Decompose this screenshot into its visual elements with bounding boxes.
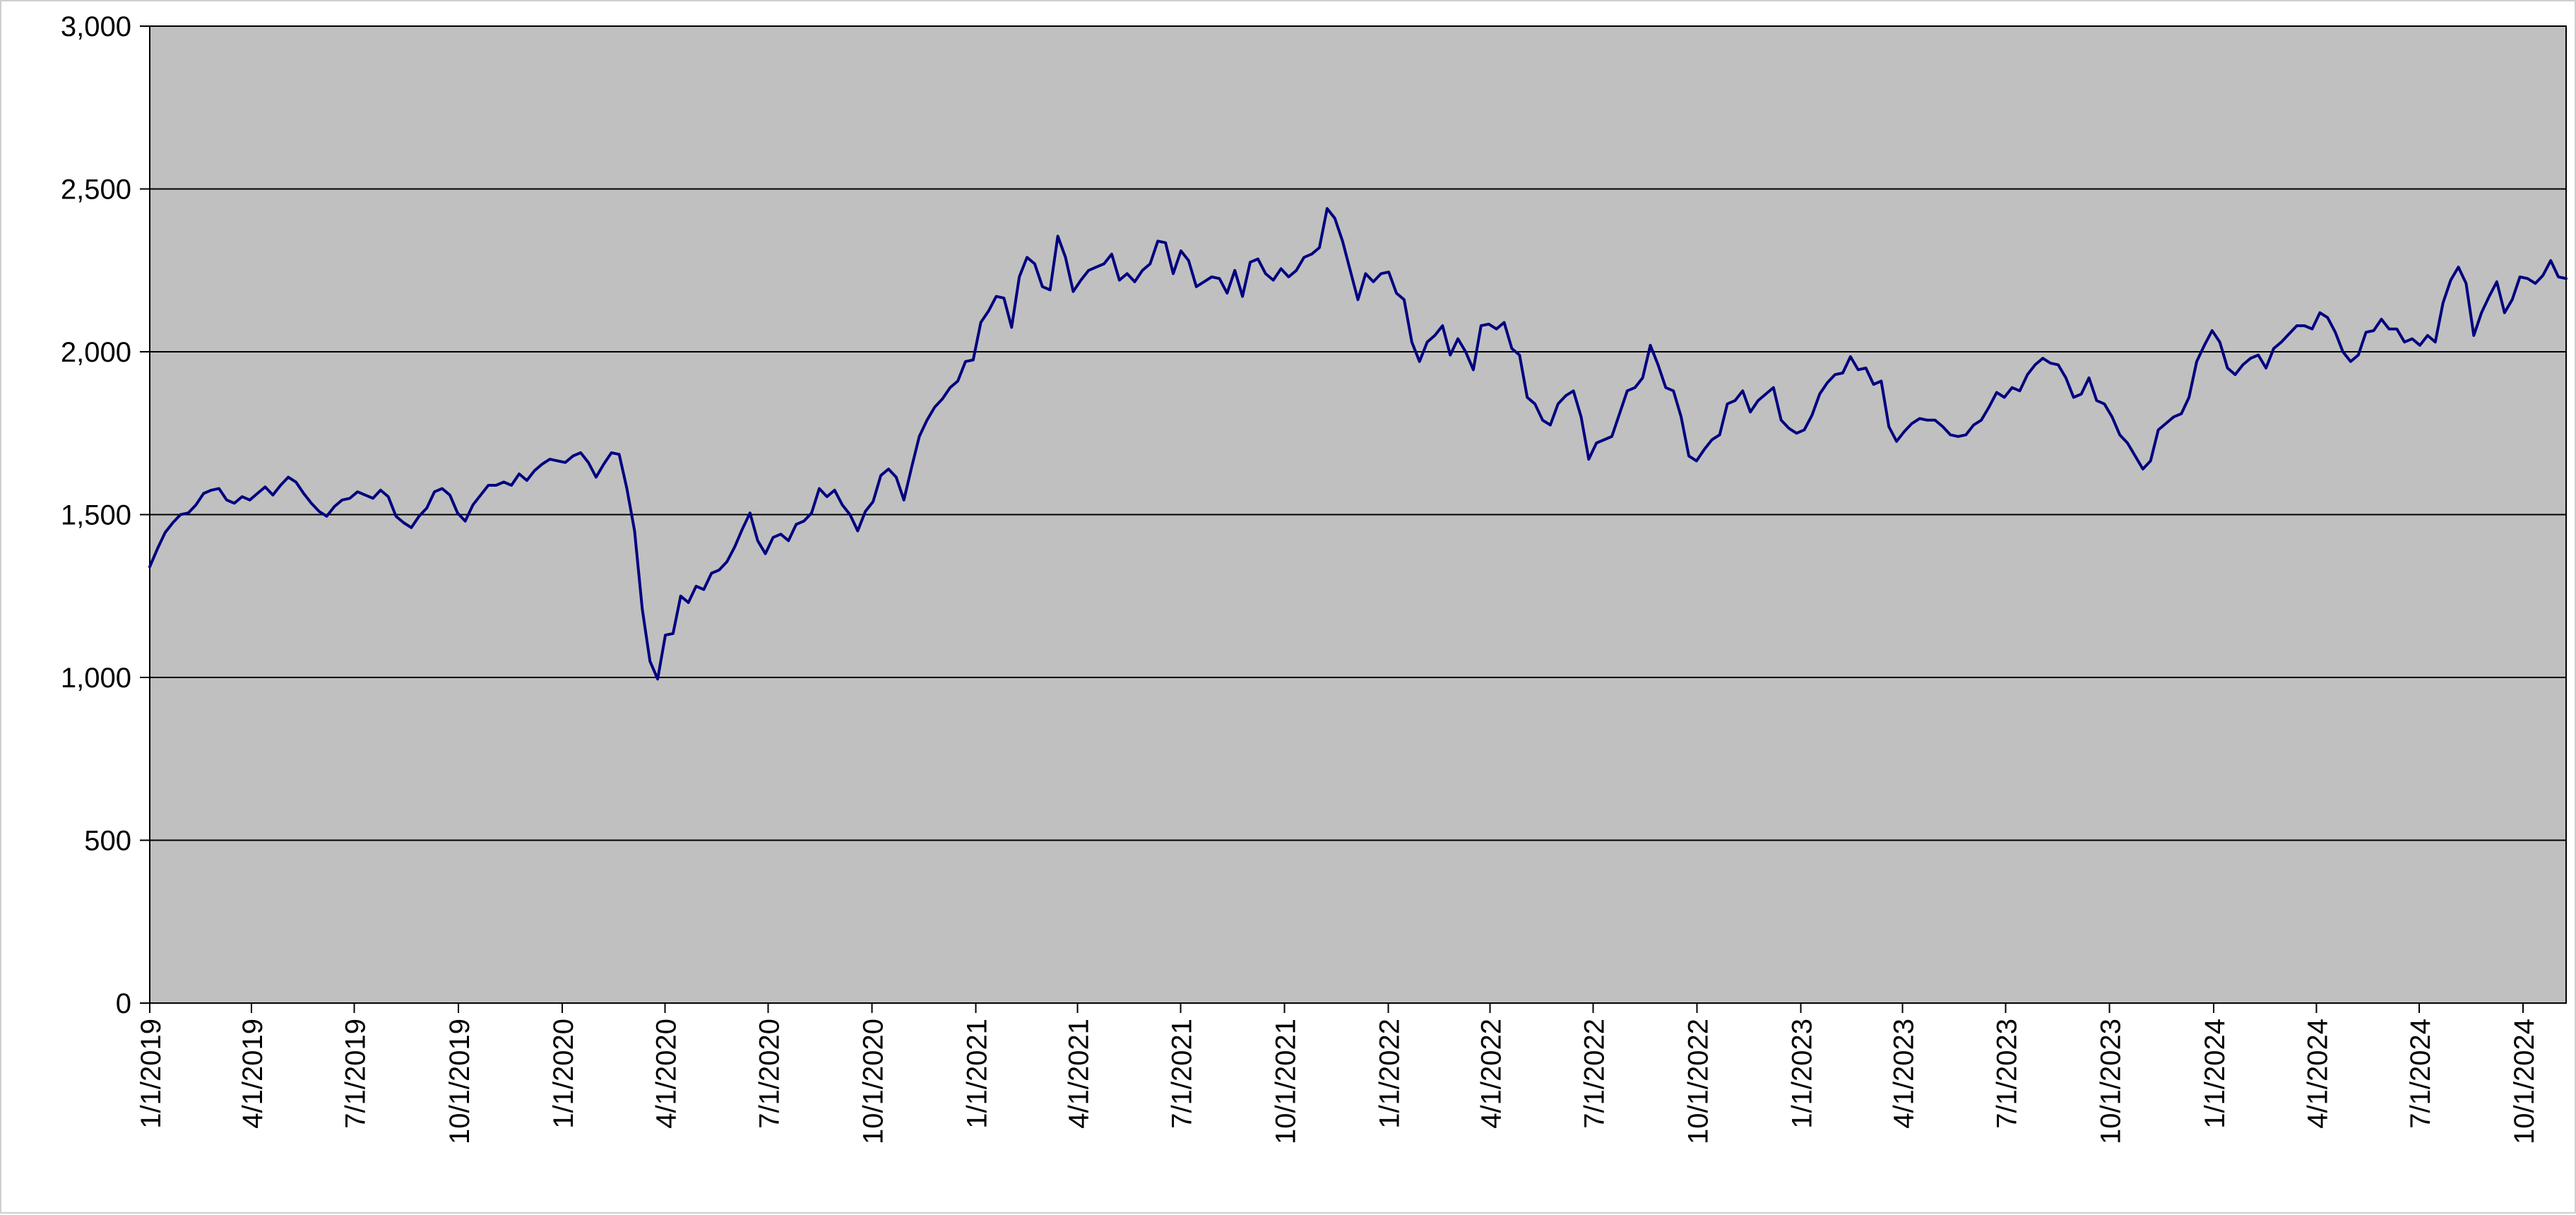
y-axis-label: 0 <box>116 988 131 1019</box>
x-axis-label: 1/1/2022 <box>1375 1019 1406 1129</box>
x-axis-label: 7/1/2020 <box>754 1019 785 1129</box>
x-axis-label: 4/1/2021 <box>1064 1019 1095 1129</box>
x-axis-label: 10/1/2021 <box>1270 1019 1301 1144</box>
x-axis-label: 4/1/2024 <box>2302 1019 2333 1129</box>
x-axis-label: 1/1/2024 <box>2200 1019 2231 1129</box>
x-axis-label: 7/1/2022 <box>1579 1019 1610 1129</box>
x-axis-label: 7/1/2021 <box>1166 1019 1197 1129</box>
x-axis-label: 1/1/2021 <box>962 1019 993 1129</box>
x-axis-label: 4/1/2022 <box>1476 1019 1507 1129</box>
x-axis-label: 10/1/2023 <box>2096 1019 2127 1144</box>
data-series-line <box>148 207 2568 681</box>
x-axis-label: 7/1/2019 <box>340 1019 372 1129</box>
x-axis-label: 10/1/2022 <box>1683 1019 1714 1144</box>
y-axis-label: 1,000 <box>61 663 131 694</box>
x-axis-label: 1/1/2023 <box>1787 1019 1818 1129</box>
plot-border <box>149 25 2567 1004</box>
y-axis-label: 2,000 <box>61 337 131 368</box>
x-axis-label: 1/1/2020 <box>548 1019 579 1129</box>
y-axis-label: 500 <box>84 826 131 857</box>
y-axis-label: 2,500 <box>61 174 131 206</box>
x-axis-label: 4/1/2019 <box>237 1019 268 1129</box>
x-axis-label: 10/1/2020 <box>857 1019 889 1144</box>
x-axis-label: 7/1/2024 <box>2405 1019 2436 1129</box>
x-axis-label: 1/1/2019 <box>136 1019 167 1129</box>
y-axis-label: 1,500 <box>61 500 131 531</box>
x-axis-label: 10/1/2019 <box>444 1019 475 1144</box>
y-axis-label: 3,000 <box>61 11 131 42</box>
x-axis-label: 10/1/2024 <box>2509 1019 2540 1144</box>
x-axis-label: 4/1/2020 <box>651 1019 682 1129</box>
x-axis-label: 7/1/2023 <box>1991 1019 2022 1129</box>
x-axis-label: 4/1/2023 <box>1889 1019 1920 1129</box>
